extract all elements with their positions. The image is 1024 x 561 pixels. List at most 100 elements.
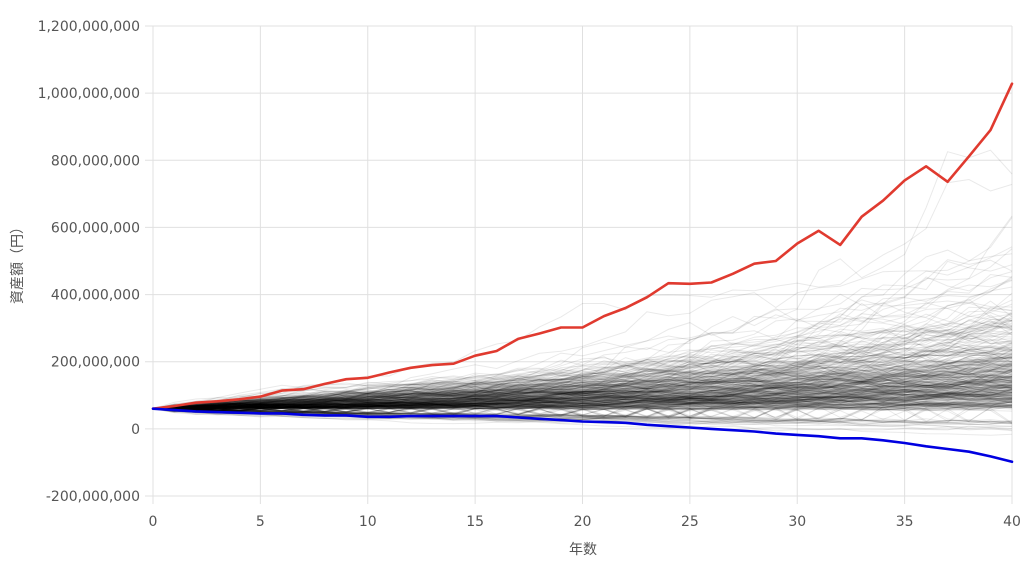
simulation-path: [152, 395, 1013, 415]
simulation-path: [152, 394, 1013, 410]
simulation-path: [152, 363, 1013, 412]
simulation-path: [152, 397, 1013, 420]
simulation-path: [152, 312, 1013, 413]
simulation-paths: [152, 149, 1013, 436]
simulation-path: [152, 303, 1013, 410]
simulation-path: [152, 360, 1013, 410]
simulation-path: [152, 277, 1013, 410]
simulation-path: [153, 388, 1013, 419]
simulation-path: [152, 394, 1013, 418]
simulation-path: [152, 355, 1013, 410]
simulation-path: [153, 388, 1013, 413]
simulation-path: [152, 333, 1013, 410]
simulation-path: [152, 371, 1013, 411]
simulation-path: [152, 397, 1013, 417]
x-tick-label: 10: [359, 514, 377, 530]
simulation-path: [152, 388, 1013, 415]
simulation-path: [152, 246, 1013, 410]
simulation-path: [152, 348, 1013, 412]
simulation-path: [152, 395, 1013, 410]
simulation-path: [152, 338, 1013, 410]
simulation-path: [152, 399, 1013, 419]
simulation-path: [152, 392, 1013, 413]
simulation-path: [152, 392, 1013, 421]
simulation-path: [152, 377, 1013, 411]
simulation-path: [152, 375, 1013, 410]
simulation-path: [152, 382, 1013, 412]
simulation-path: [152, 374, 1013, 410]
simulation-path: [152, 368, 1013, 410]
simulation-path: [152, 379, 1013, 410]
simulation-path: [152, 314, 1013, 411]
simulation-path: [152, 374, 1013, 410]
simulation-path: [152, 349, 1013, 412]
simulation-path: [152, 365, 1013, 410]
simulation-path: [152, 386, 1013, 410]
simulation-path: [152, 388, 1013, 418]
x-tick-label: 25: [681, 514, 699, 530]
simulation-path: [152, 375, 1013, 412]
simulation-path: [152, 398, 1013, 410]
x-axis-title: 年数: [569, 542, 597, 558]
simulation-path: [152, 402, 1013, 423]
simulation-path: [152, 380, 1013, 412]
x-tick-label: 30: [788, 514, 806, 530]
simulation-path: [153, 360, 1013, 410]
simulation-path: [152, 397, 1013, 422]
simulation-path: [152, 356, 1013, 411]
simulation-path: [152, 357, 1013, 410]
simulation-path: [152, 395, 1013, 411]
simulation-path: [152, 396, 1013, 410]
simulation-path: [152, 398, 1013, 421]
simulation-path: [152, 392, 1012, 419]
simulation-path: [152, 342, 1013, 410]
simulation-path: [152, 399, 1013, 412]
simulation-path: [152, 350, 1013, 410]
simulation-path: [152, 390, 1013, 414]
simulation-path: [152, 301, 1013, 410]
simulation-path: [152, 385, 1013, 415]
simulation-path: [152, 393, 1013, 419]
simulation-path: [152, 302, 1013, 413]
simulation-path: [152, 302, 1013, 411]
simulation-path: [152, 358, 1013, 410]
simulation-path: [152, 379, 1013, 410]
simulation-path: [152, 357, 1013, 412]
simulation-path: [152, 394, 1013, 415]
simulation-path: [152, 395, 1013, 414]
simulation-path: [152, 343, 1013, 410]
simulation-path: [152, 371, 1013, 410]
simulation-path: [152, 370, 1013, 410]
simulation-path: [152, 389, 1013, 411]
y-axis-tick-labels: 1,200,000,000 1,000,000,000 800,000,000 600…: [38, 19, 140, 505]
simulation-path: [152, 370, 1013, 410]
simulation-path: [152, 385, 1013, 410]
simulation-path: [152, 357, 1013, 413]
simulation-path: [152, 319, 1013, 411]
simulation-path: [152, 370, 1013, 410]
simulation-path: [152, 390, 1013, 410]
simulation-path: [152, 376, 1013, 410]
simulation-path: [152, 353, 1013, 410]
simulation-path: [152, 351, 1013, 410]
simulation-path: [152, 379, 1013, 411]
simulation-path: [152, 354, 1013, 411]
simulation-path: [152, 319, 1013, 410]
simulation-path: [152, 369, 1013, 410]
simulation-path: [152, 364, 1013, 414]
simulation-path: [152, 375, 1013, 410]
simulation-path: [152, 389, 1013, 411]
simulation-path: [152, 318, 1013, 410]
simulation-path: [152, 369, 1013, 412]
simulation-path: [152, 380, 1013, 412]
simulation-path: [152, 332, 1013, 410]
simulation-path: [152, 380, 1013, 413]
x-tick-label: 40: [1003, 514, 1021, 530]
simulation-path: [152, 395, 1013, 410]
simulation-path: [152, 402, 1013, 432]
simulation-path: [152, 391, 1013, 410]
simulation-path: [152, 385, 1013, 412]
simulation-path: [152, 386, 1013, 410]
simulation-path: [152, 368, 1013, 410]
simulation-path: [152, 341, 1013, 410]
